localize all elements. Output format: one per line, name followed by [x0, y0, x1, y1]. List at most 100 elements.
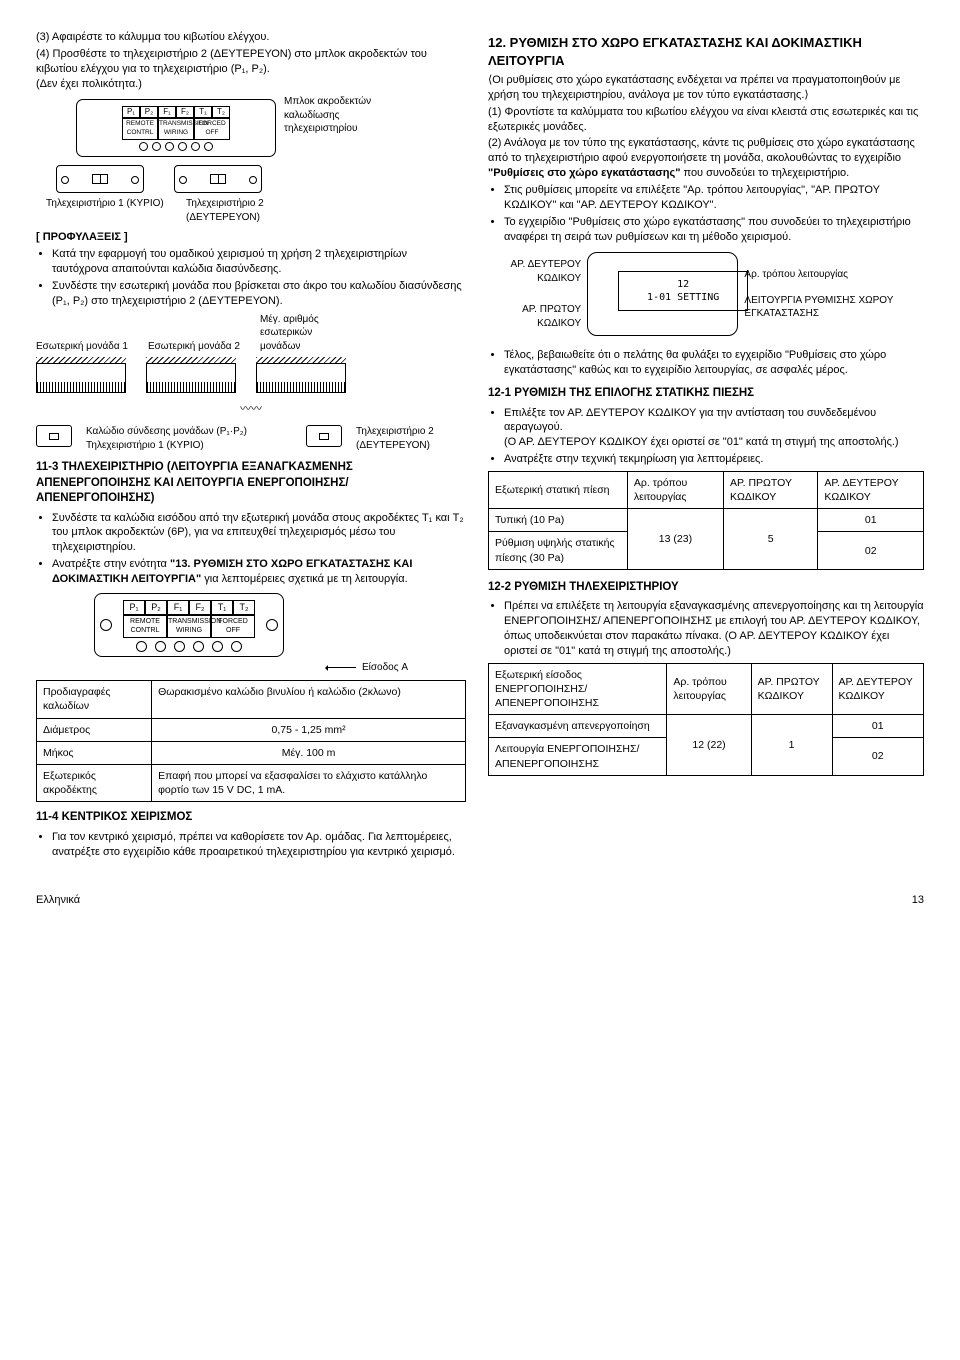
cell: Τυπική (10 Pa)	[489, 509, 628, 532]
wiring-spec-table: Προδιαγραφές καλωδίων Θωρακισμένο καλώδι…	[36, 680, 466, 802]
col-header: ΑΡ. ΔΕΥΤΕΡΟΥ ΚΩΔΙΚΟΥ	[832, 663, 923, 715]
remote2-label: Τηλεχειριστήριο 2 (ΔΕΥΤΕΡΕΥΟΝ)	[186, 197, 316, 224]
footer-page-number: 13	[912, 893, 924, 908]
remote-controller-icon	[56, 165, 144, 193]
terminal-block-caption: Μπλοκ ακροδεκτών καλωδίωσης τηλεχειριστη…	[284, 95, 384, 136]
step-4-text: (4) Προσθέστε το τηλεχειριστήριο 2 (ΔΕΥΤ…	[36, 48, 427, 75]
wavy-break-icon: 〰〰	[36, 397, 466, 421]
remote-display-icon: 12 1-01 SETTING	[587, 252, 738, 336]
right-column: 12. ΡΥΘΜΙΣΗ ΣΤΟ ΧΩΡΟ ΕΓΚΑΤΑΣΤΑΣΗΣ ΚΑΙ ΔΟ…	[488, 28, 924, 861]
display-screen: 12 1-01 SETTING	[618, 271, 748, 311]
table-row: Προδιαγραφές καλωδίων Θωρακισμένο καλώδι…	[37, 681, 466, 718]
first-code-label: ΑΡ. ΠΡΩΤΟΥ ΚΩΔΙΚΟΥ	[488, 303, 581, 330]
remote-labels: Τηλεχειριστήριο 1 (ΚΥΡΙΟ) Τηλεχειριστήρι…	[46, 197, 466, 224]
mode-no-label: Αρ. τρόπου λειτουργίας	[744, 268, 924, 282]
second-code-label: ΑΡ. ΔΕΥΤΕΡΟΥ ΚΩΔΙΚΟΥ	[488, 258, 581, 285]
section-11-3-list: Συνδέστε τα καλώδια εισόδου από την εξωτ…	[36, 511, 466, 587]
tb-cell: F₂	[189, 600, 211, 615]
cell: 02	[832, 738, 923, 775]
col-header: ΑΡ. ΠΡΩΤΟΥ ΚΩΔΙΚΟΥ	[751, 663, 832, 715]
remote1-label: Τηλεχειριστήριο 1 (ΚΥΡΙΟ)	[46, 197, 166, 211]
indoor-units-diagram: Εσωτερική μονάδα 1 Εσωτερική μονάδα 2 Μέ…	[36, 313, 466, 354]
col-header: Εξωτερική στατική πίεση	[489, 471, 628, 508]
section-11-4-title: 11-4 ΚΕΝΤΡΙΚΟΣ ΧΕΙΡΙΣΜΟΣ	[36, 810, 466, 826]
table-header-row: Εξωτερική είσοδος ΕΝΕΡΓΟΠΟΙΗΣΗΣ/ ΑΠΕΝΕΡΓ…	[489, 663, 924, 715]
tb-group-label: FORCED OFF	[194, 118, 230, 140]
tb-group-label: FORCED OFF	[211, 615, 255, 638]
crossover-cable-diagram: Καλώδιο σύνδεσης μονάδων (P₁·P₂) Τηλεχει…	[36, 425, 466, 452]
left-column: (3) Αφαιρέστε το κάλυμμα του κιβωτίου ελ…	[36, 28, 466, 861]
cell: Ρύθμιση υψηλής στατικής πίεσης (30 Pa)	[489, 532, 628, 569]
cell: 01	[832, 715, 923, 738]
cell: 1	[751, 715, 832, 776]
cell: 13 (23)	[627, 509, 723, 570]
max-units-label: Μέγ. αριθμός εσωτερικών μονάδων	[260, 313, 340, 354]
col-header: Αρ. τρόπου λειτουργίας	[627, 471, 723, 508]
tb-cell: T₁	[194, 106, 212, 118]
col-header: ΑΡ. ΠΡΩΤΟΥ ΚΩΔΙΚΟΥ	[723, 471, 817, 508]
input-a-label-row: Είσοδος A	[36, 661, 408, 675]
indoor-unit-icon	[36, 363, 126, 393]
step-3: (3) Αφαιρέστε το κάλυμμα του κιβωτίου ελ…	[36, 30, 466, 45]
tb-cell: F₂	[176, 106, 194, 118]
tb-group-label: TRANSMISSION WIRING	[167, 615, 211, 638]
list-item: Επιλέξτε τον ΑΡ. ΔΕΥΤΕΡΟΥ ΚΩΔΙΚΟΥ για τη…	[504, 406, 924, 451]
section-12-2-title: 12-2 ΡΥΘΜΙΣΗ ΤΗΛΕΧΕΙΡΙΣΤΗΡΙΟΥ	[488, 580, 924, 596]
list-item-text: Επιλέξτε τον ΑΡ. ΔΕΥΤΕΡΟΥ ΚΩΔΙΚΟΥ για τη…	[504, 407, 876, 434]
cell: 12 (22)	[667, 715, 751, 776]
spec-label: Μήκος	[37, 741, 152, 764]
tb-cell: T₂	[212, 106, 230, 118]
tb-cell: P₁	[122, 106, 140, 118]
indoor-units-icons	[36, 357, 466, 393]
terminal-block-icon: P₁ P₂ F₁ F₂ T₁ T₂ REMOTE CONTRL TRANSMIS…	[76, 99, 276, 157]
section-12-2-list: Πρέπει να επιλέξετε τη λειτουργία εξαναγ…	[488, 599, 924, 658]
remote-small-icon	[306, 425, 342, 447]
terminal-block-diagram: P₁ P₂ F₁ F₂ T₁ T₂ REMOTE CONTRL TRANSMIS…	[76, 95, 466, 161]
col-header: Αρ. τρόπου λειτουργίας	[667, 663, 751, 715]
spec-value: Θωρακισμένο καλώδιο βινυλίου ή καλώδιο (…	[152, 681, 466, 718]
list-item: Συνδέστε τα καλώδια εισόδου από την εξωτ…	[52, 511, 466, 556]
display-line2: 1-01 SETTING	[647, 291, 719, 305]
step-2-sublist: Στις ρυθμίσεις μπορείτε να επιλέξετε "Αρ…	[488, 183, 924, 244]
table-row: Διάμετρος 0,75 - 1,25 mm²	[37, 718, 466, 741]
indoor2-label: Εσωτερική μονάδα 2	[148, 340, 240, 354]
remote-controller-icon	[174, 165, 262, 193]
list-item-text: Ανατρέξτε στην ενότητα "13. ΡΥΘΜΙΣΗ ΣΤΟ …	[52, 558, 412, 585]
list-item: Τέλος, βεβαιωθείτε ότι ο πελάτης θα φυλά…	[504, 348, 924, 378]
list-item: Το εγχειρίδιο "Ρυθμίσεις στο χώρο εγκατά…	[504, 215, 924, 245]
list-item: Ανατρέξτε στην ενότητα "13. ΡΥΘΜΙΣΗ ΣΤΟ …	[52, 557, 466, 587]
col-header: ΑΡ. ΔΕΥΤΕΡΟΥ ΚΩΔΙΚΟΥ	[818, 471, 924, 508]
post-display-list: Τέλος, βεβαιωθείτε ότι ο πελάτης θα φυλά…	[488, 348, 924, 378]
tb-cell: F₁	[167, 600, 189, 615]
cell: Εξαναγκασμένη απενεργοποίηση	[489, 715, 667, 738]
cell: Λειτουργία ΕΝΕΡΓΟΠΟΙΗΣΗΣ/ ΑΠΕΝΕΡΓΟΠΟΙΗΣΗ…	[489, 738, 667, 775]
step-2: (2) Ανάλογα με τον τύπο της εγκατάστασης…	[488, 136, 924, 181]
indoor-unit-icon	[256, 363, 346, 393]
section-12-1-title: 12-1 ΡΥΘΜΙΣΗ ΤΗΣ ΕΠΙΛΟΓΗΣ ΣΤΑΤΙΚΗΣ ΠΙΕΣΗ…	[488, 386, 924, 402]
input-a-label: Είσοδος A	[362, 661, 408, 675]
step-4: (4) Προσθέστε το τηλεχειριστήριο 2 (ΔΕΥΤ…	[36, 47, 466, 92]
two-column-layout: (3) Αφαιρέστε το κάλυμμα του κιβωτίου ελ…	[36, 28, 924, 861]
static-pressure-table: Εξωτερική στατική πίεση Αρ. τρόπου λειτο…	[488, 471, 924, 570]
cell: 01	[818, 509, 924, 532]
remote-setting-table: Εξωτερική είσοδος ΕΝΕΡΓΟΠΟΙΗΣΗΣ/ ΑΠΕΝΕΡΓ…	[488, 663, 924, 776]
col-header: Εξωτερική είσοδος ΕΝΕΡΓΟΠΟΙΗΣΗΣ/ ΑΠΕΝΕΡΓ…	[489, 663, 667, 715]
footer-language: Ελληνικά	[36, 893, 80, 908]
spec-value: Επαφή που μπορεί να εξασφαλίσει το ελάχι…	[152, 764, 466, 801]
rc2b-label: Τηλεχειριστήριο 2 (ΔΕΥΤΕΡΕΥΟΝ)	[356, 425, 466, 452]
section-11-3-title: 11-3 ΤΗΛΕΧΕΙΡΙΣΤΗΡΙΟ (ΛΕΙΤΟΥΡΓΙΑ ΕΞΑΝΑΓΚ…	[36, 460, 466, 507]
tb-cell: P₁	[123, 600, 145, 615]
cell: 02	[818, 532, 924, 569]
table-row: Εξωτερικός ακροδέκτης Επαφή που μπορεί ν…	[37, 764, 466, 801]
tb-cell: F₁	[158, 106, 176, 118]
precaution-item: Κατά την εφαρμογή του ομαδικού χειρισμού…	[52, 247, 466, 277]
section-12-1-list: Επιλέξτε τον ΑΡ. ΔΕΥΤΕΡΟΥ ΚΩΔΙΚΟΥ για τη…	[488, 406, 924, 467]
tb-cell: T₂	[233, 600, 255, 615]
tb-group-label: TRANSMISSION WIRING	[158, 118, 194, 140]
field-setting-label: ΛΕΙΤΟΥΡΓΙΑ ΡΥΘΜΙΣΗΣ ΧΩΡΟΥ ΕΓΚΑΤΑΣΤΑΣΗΣ	[744, 294, 924, 321]
display-line1: 12	[677, 278, 689, 292]
spec-value: 0,75 - 1,25 mm²	[152, 718, 466, 741]
remote-controllers-diagram	[56, 165, 466, 193]
table-row: Εξαναγκασμένη απενεργοποίηση 12 (22) 1 0…	[489, 715, 924, 738]
indoor1-label: Εσωτερική μονάδα 1	[36, 340, 128, 354]
